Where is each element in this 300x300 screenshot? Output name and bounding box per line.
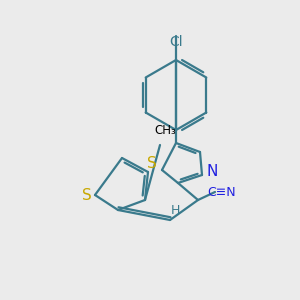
Text: S: S [147,155,157,170]
Text: H: H [170,203,180,217]
Text: S: S [82,188,92,202]
Text: Cl: Cl [169,35,183,49]
Text: CH₃: CH₃ [154,124,176,136]
Text: N: N [206,164,218,179]
Text: C≡N: C≡N [208,185,236,199]
